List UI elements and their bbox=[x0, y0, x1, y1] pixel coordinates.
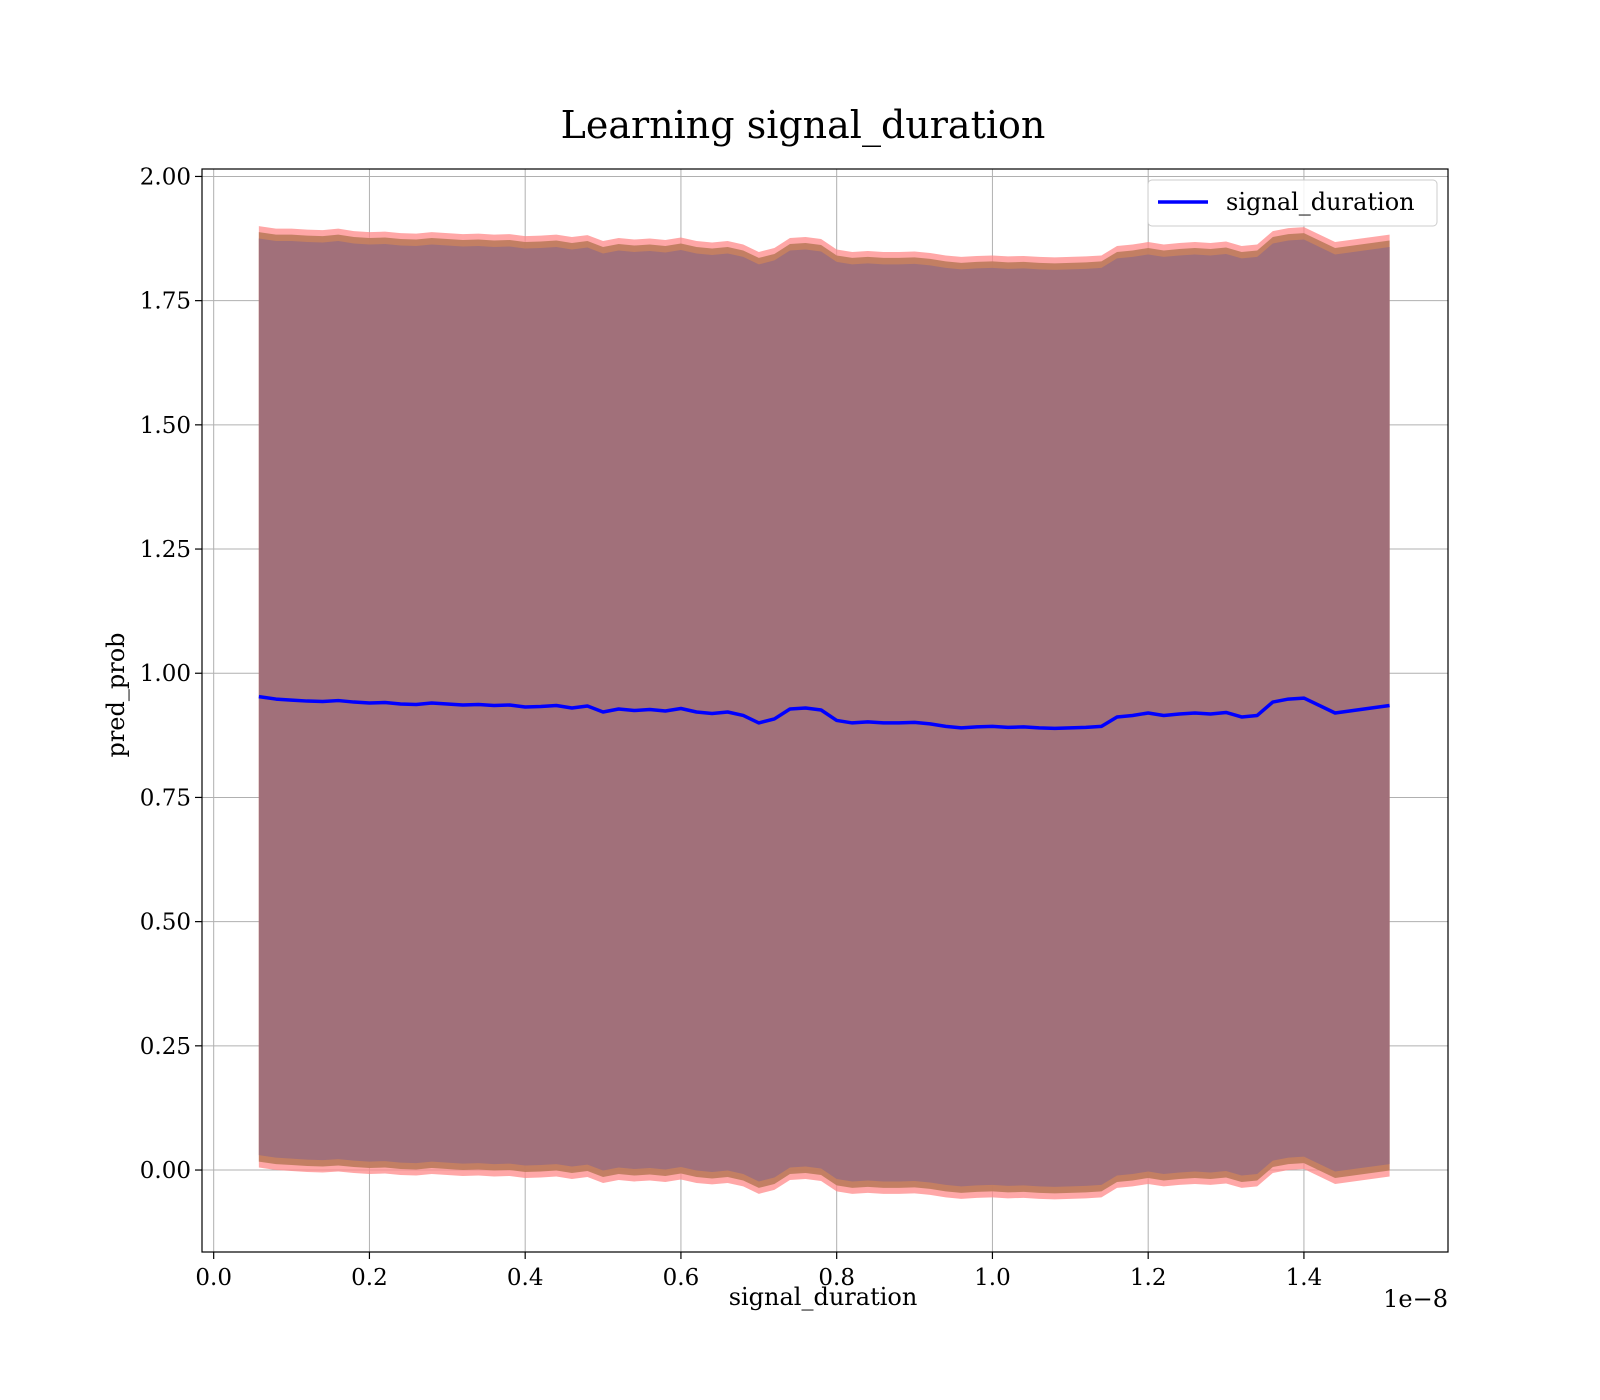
y-tick-label-2: 0.50 bbox=[140, 910, 191, 936]
x-axis-offset-label: 1e−8 bbox=[1383, 1285, 1448, 1313]
chart-title: Learning signal_duration bbox=[561, 103, 1046, 148]
x-tick-label-4: 0.8 bbox=[818, 1265, 855, 1291]
x-axis-ticks: 0.0 0.2 0.4 0.6 0.8 1.0 1.2 1.4 bbox=[195, 1252, 1322, 1291]
x-tick-label-2: 0.4 bbox=[507, 1265, 544, 1291]
y-tick-label-3: 0.75 bbox=[140, 785, 191, 811]
x-tick-label-1: 0.2 bbox=[351, 1265, 388, 1291]
legend-label-signal-duration: signal_duration bbox=[1226, 188, 1415, 216]
series-lines bbox=[258, 694, 1390, 731]
plot-frame bbox=[201, 168, 1449, 1253]
y-tick-label-5: 1.25 bbox=[140, 537, 191, 563]
x-tick-label-3: 0.6 bbox=[663, 1265, 700, 1291]
y-tick-label-8: 2.00 bbox=[140, 164, 191, 190]
x-tick-label-5: 1.0 bbox=[974, 1265, 1011, 1291]
x-tick-label-6: 1.2 bbox=[1130, 1265, 1167, 1291]
y-tick-label-0: 0.00 bbox=[140, 1158, 191, 1184]
y-axis-label: pred_prob bbox=[102, 632, 130, 757]
y-tick-label-1: 0.25 bbox=[140, 1034, 191, 1060]
y-tick-label-4: 1.00 bbox=[140, 661, 191, 687]
legend-box bbox=[1147, 179, 1438, 227]
x-tick-label-0: 0.0 bbox=[195, 1265, 232, 1291]
y-axis-ticks: 0.00 0.25 0.50 0.75 1.00 1.25 1.50 1.75 2.00 bbox=[140, 164, 202, 1184]
x-axis-label: signal_duration bbox=[729, 1283, 918, 1311]
x-tick-label-7: 1.4 bbox=[1286, 1265, 1323, 1291]
y-tick-label-6: 1.50 bbox=[140, 413, 191, 439]
series-line-signal-duration bbox=[258, 694, 1390, 731]
legend: signal_duration bbox=[1147, 179, 1438, 227]
y-tick-label-7: 1.75 bbox=[140, 289, 191, 315]
